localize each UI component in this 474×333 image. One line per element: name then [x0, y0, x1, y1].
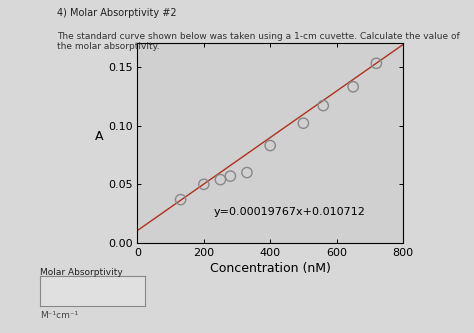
Text: Molar Absorptivity: Molar Absorptivity: [40, 268, 123, 277]
Point: [319, 103, 327, 108]
Point: [373, 61, 380, 66]
Point: [349, 84, 357, 90]
Text: The standard curve shown below was taken using a 1-cm cuvette. Calculate the val: The standard curve shown below was taken…: [57, 32, 460, 51]
Point: [227, 173, 234, 179]
Point: [266, 143, 274, 148]
Text: 4) Molar Absorptivity #2: 4) Molar Absorptivity #2: [57, 8, 176, 18]
Point: [243, 170, 251, 175]
Text: M⁻¹cm⁻¹: M⁻¹cm⁻¹: [40, 311, 79, 320]
X-axis label: Concentration (nM): Concentration (nM): [210, 262, 331, 275]
Point: [177, 197, 184, 202]
Point: [300, 121, 307, 126]
Point: [217, 177, 224, 182]
Text: y=0.00019767x+0.010712: y=0.00019767x+0.010712: [214, 207, 365, 217]
Point: [200, 182, 208, 187]
Y-axis label: A: A: [95, 130, 104, 143]
